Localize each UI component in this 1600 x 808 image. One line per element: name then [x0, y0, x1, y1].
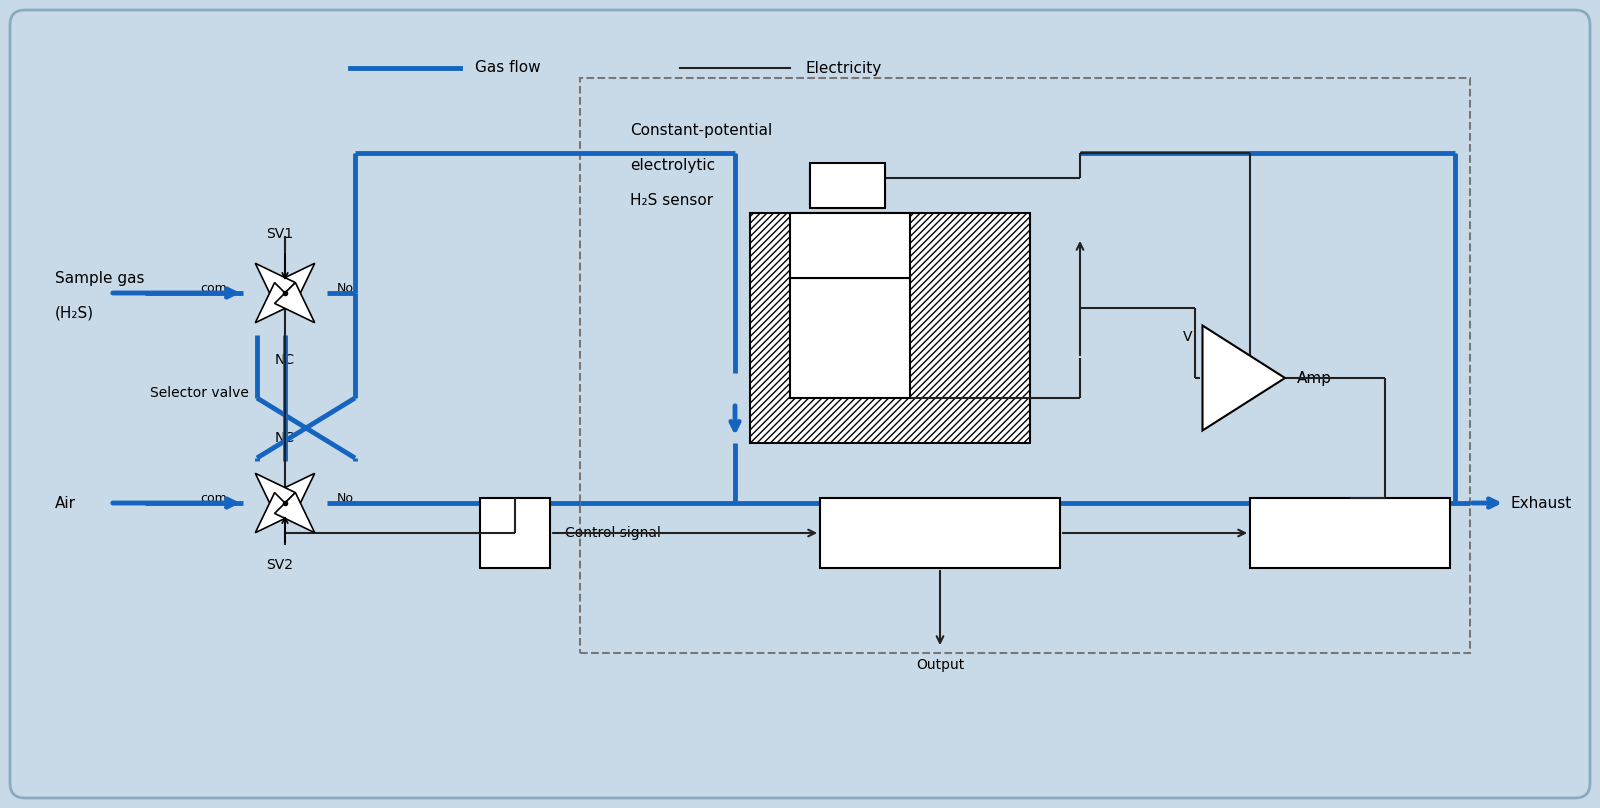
- Text: NC: NC: [275, 353, 294, 367]
- Text: Amp: Amp: [1298, 371, 1331, 385]
- Text: Constant-potential: Constant-potential: [630, 123, 773, 138]
- Polygon shape: [275, 493, 315, 532]
- FancyBboxPatch shape: [480, 498, 550, 568]
- Text: Selector valve: Selector valve: [150, 386, 250, 400]
- Polygon shape: [1203, 326, 1285, 431]
- Text: electrolytic: electrolytic: [630, 158, 715, 173]
- Text: No.: No.: [338, 281, 358, 294]
- Text: (H₂S): (H₂S): [54, 305, 94, 321]
- Polygon shape: [256, 493, 296, 532]
- Text: Output: Output: [915, 658, 965, 672]
- Text: Air: Air: [54, 495, 77, 511]
- Text: com: com: [200, 491, 227, 504]
- Text: H₂S sensor: H₂S sensor: [630, 193, 714, 208]
- Polygon shape: [256, 263, 296, 303]
- Text: Gas flow: Gas flow: [475, 61, 541, 75]
- Polygon shape: [256, 473, 296, 513]
- Text: SSR: SSR: [501, 536, 528, 550]
- Text: V: V: [1182, 330, 1192, 343]
- Polygon shape: [275, 283, 315, 322]
- Polygon shape: [256, 283, 296, 322]
- Text: Exhaust: Exhaust: [1510, 495, 1571, 511]
- Text: NC: NC: [275, 431, 294, 445]
- FancyBboxPatch shape: [790, 213, 910, 278]
- FancyBboxPatch shape: [750, 213, 1030, 443]
- Text: Microprocessor: Microprocessor: [888, 526, 992, 540]
- Polygon shape: [275, 263, 315, 303]
- FancyBboxPatch shape: [819, 498, 1059, 568]
- Text: Control signal: Control signal: [565, 526, 661, 540]
- Text: A/D conversion: A/D conversion: [1298, 526, 1403, 540]
- Text: com: com: [200, 281, 227, 294]
- Polygon shape: [275, 473, 315, 513]
- FancyBboxPatch shape: [810, 163, 885, 208]
- FancyBboxPatch shape: [790, 278, 910, 398]
- Text: SV1: SV1: [267, 227, 293, 241]
- Text: Electricity: Electricity: [805, 61, 882, 75]
- FancyBboxPatch shape: [1250, 498, 1450, 568]
- FancyBboxPatch shape: [10, 10, 1590, 798]
- Text: No.: No.: [338, 491, 358, 504]
- Text: Sample gas: Sample gas: [54, 271, 144, 285]
- Text: SV2: SV2: [267, 558, 293, 572]
